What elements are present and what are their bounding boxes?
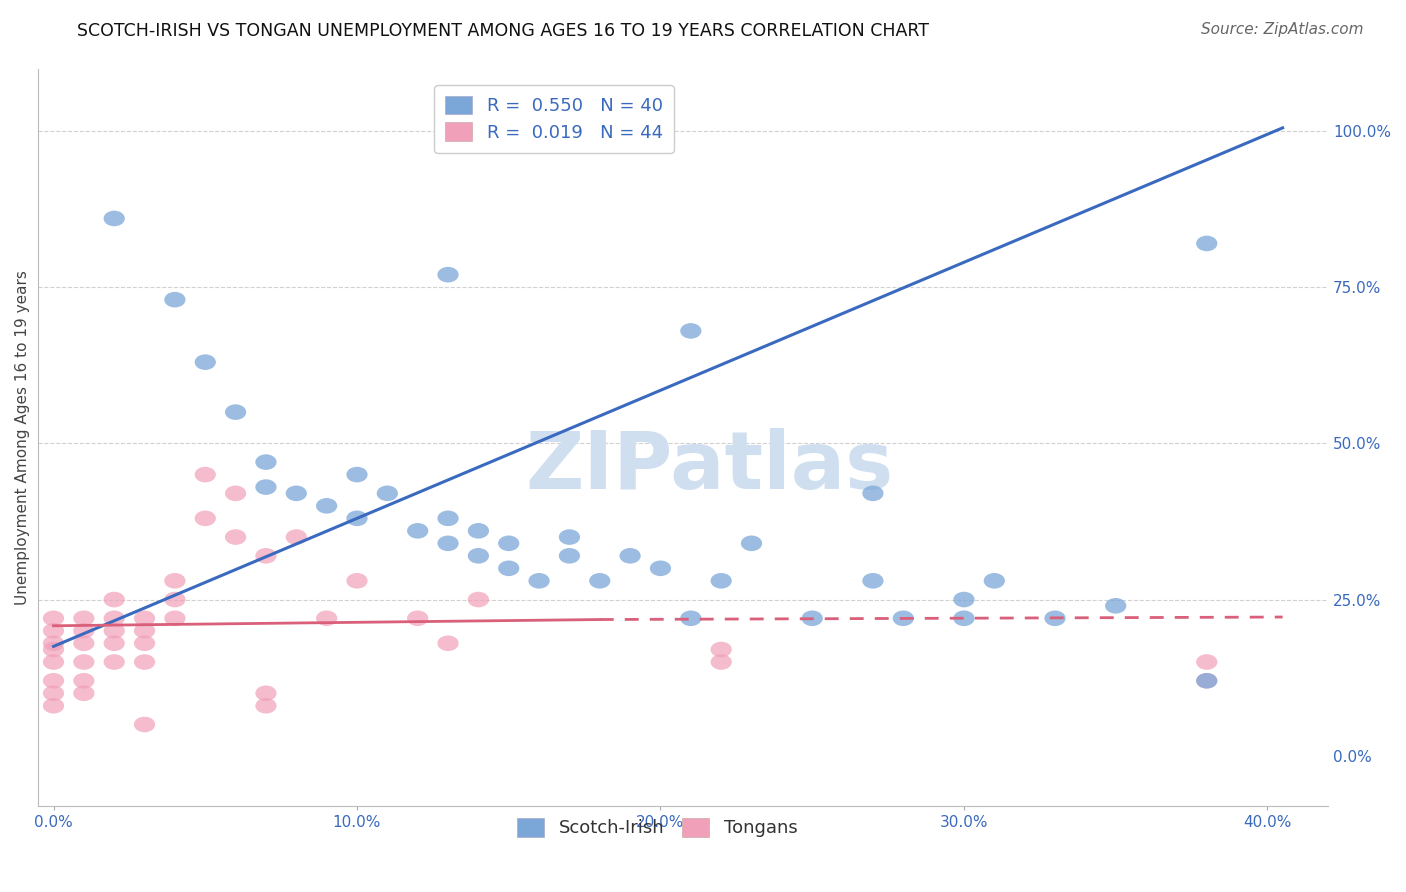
Ellipse shape bbox=[862, 485, 883, 501]
Ellipse shape bbox=[165, 292, 186, 308]
Ellipse shape bbox=[134, 635, 155, 651]
Ellipse shape bbox=[134, 623, 155, 639]
Ellipse shape bbox=[710, 573, 731, 589]
Ellipse shape bbox=[346, 467, 367, 483]
Ellipse shape bbox=[529, 573, 550, 589]
Ellipse shape bbox=[408, 610, 429, 626]
Ellipse shape bbox=[468, 548, 489, 564]
Ellipse shape bbox=[437, 635, 458, 651]
Ellipse shape bbox=[285, 485, 307, 501]
Ellipse shape bbox=[44, 610, 65, 626]
Ellipse shape bbox=[285, 529, 307, 545]
Ellipse shape bbox=[104, 654, 125, 670]
Ellipse shape bbox=[1197, 235, 1218, 252]
Ellipse shape bbox=[346, 510, 367, 526]
Ellipse shape bbox=[256, 685, 277, 701]
Ellipse shape bbox=[73, 610, 94, 626]
Ellipse shape bbox=[558, 548, 581, 564]
Ellipse shape bbox=[1197, 654, 1218, 670]
Ellipse shape bbox=[225, 529, 246, 545]
Ellipse shape bbox=[801, 610, 823, 626]
Ellipse shape bbox=[194, 510, 217, 526]
Ellipse shape bbox=[437, 510, 458, 526]
Ellipse shape bbox=[316, 610, 337, 626]
Text: SCOTCH-IRISH VS TONGAN UNEMPLOYMENT AMONG AGES 16 TO 19 YEARS CORRELATION CHART: SCOTCH-IRISH VS TONGAN UNEMPLOYMENT AMON… bbox=[77, 22, 929, 40]
Ellipse shape bbox=[44, 685, 65, 701]
Ellipse shape bbox=[104, 635, 125, 651]
Ellipse shape bbox=[73, 635, 94, 651]
Ellipse shape bbox=[1105, 598, 1126, 614]
Ellipse shape bbox=[437, 267, 458, 283]
Ellipse shape bbox=[468, 523, 489, 539]
Ellipse shape bbox=[194, 467, 217, 483]
Ellipse shape bbox=[498, 560, 519, 576]
Ellipse shape bbox=[408, 523, 429, 539]
Ellipse shape bbox=[104, 623, 125, 639]
Legend: Scotch-Irish, Tongans: Scotch-Irish, Tongans bbox=[510, 811, 804, 845]
Text: ZIPatlas: ZIPatlas bbox=[524, 427, 893, 506]
Ellipse shape bbox=[44, 698, 65, 714]
Ellipse shape bbox=[256, 698, 277, 714]
Ellipse shape bbox=[681, 610, 702, 626]
Ellipse shape bbox=[225, 485, 246, 501]
Ellipse shape bbox=[953, 610, 974, 626]
Ellipse shape bbox=[1045, 610, 1066, 626]
Ellipse shape bbox=[134, 716, 155, 732]
Ellipse shape bbox=[468, 591, 489, 607]
Ellipse shape bbox=[953, 591, 974, 607]
Ellipse shape bbox=[44, 641, 65, 657]
Ellipse shape bbox=[377, 485, 398, 501]
Ellipse shape bbox=[1197, 673, 1218, 689]
Ellipse shape bbox=[256, 548, 277, 564]
Ellipse shape bbox=[316, 498, 337, 514]
Ellipse shape bbox=[862, 573, 883, 589]
Ellipse shape bbox=[44, 654, 65, 670]
Ellipse shape bbox=[104, 211, 125, 227]
Ellipse shape bbox=[73, 623, 94, 639]
Ellipse shape bbox=[104, 610, 125, 626]
Ellipse shape bbox=[346, 573, 367, 589]
Ellipse shape bbox=[165, 573, 186, 589]
Ellipse shape bbox=[44, 635, 65, 651]
Text: Source: ZipAtlas.com: Source: ZipAtlas.com bbox=[1201, 22, 1364, 37]
Y-axis label: Unemployment Among Ages 16 to 19 years: Unemployment Among Ages 16 to 19 years bbox=[15, 269, 30, 605]
Ellipse shape bbox=[498, 535, 519, 551]
Ellipse shape bbox=[44, 623, 65, 639]
Ellipse shape bbox=[256, 454, 277, 470]
Ellipse shape bbox=[710, 641, 731, 657]
Ellipse shape bbox=[134, 654, 155, 670]
Ellipse shape bbox=[73, 654, 94, 670]
Ellipse shape bbox=[437, 535, 458, 551]
Ellipse shape bbox=[893, 610, 914, 626]
Ellipse shape bbox=[710, 654, 731, 670]
Ellipse shape bbox=[165, 610, 186, 626]
Ellipse shape bbox=[44, 673, 65, 689]
Ellipse shape bbox=[1197, 673, 1218, 689]
Ellipse shape bbox=[589, 573, 610, 589]
Ellipse shape bbox=[165, 591, 186, 607]
Ellipse shape bbox=[73, 673, 94, 689]
Ellipse shape bbox=[134, 610, 155, 626]
Ellipse shape bbox=[194, 354, 217, 370]
Ellipse shape bbox=[256, 479, 277, 495]
Ellipse shape bbox=[741, 535, 762, 551]
Ellipse shape bbox=[620, 548, 641, 564]
Ellipse shape bbox=[650, 560, 671, 576]
Ellipse shape bbox=[681, 323, 702, 339]
Ellipse shape bbox=[73, 685, 94, 701]
Ellipse shape bbox=[558, 529, 581, 545]
Ellipse shape bbox=[984, 573, 1005, 589]
Ellipse shape bbox=[225, 404, 246, 420]
Ellipse shape bbox=[104, 591, 125, 607]
